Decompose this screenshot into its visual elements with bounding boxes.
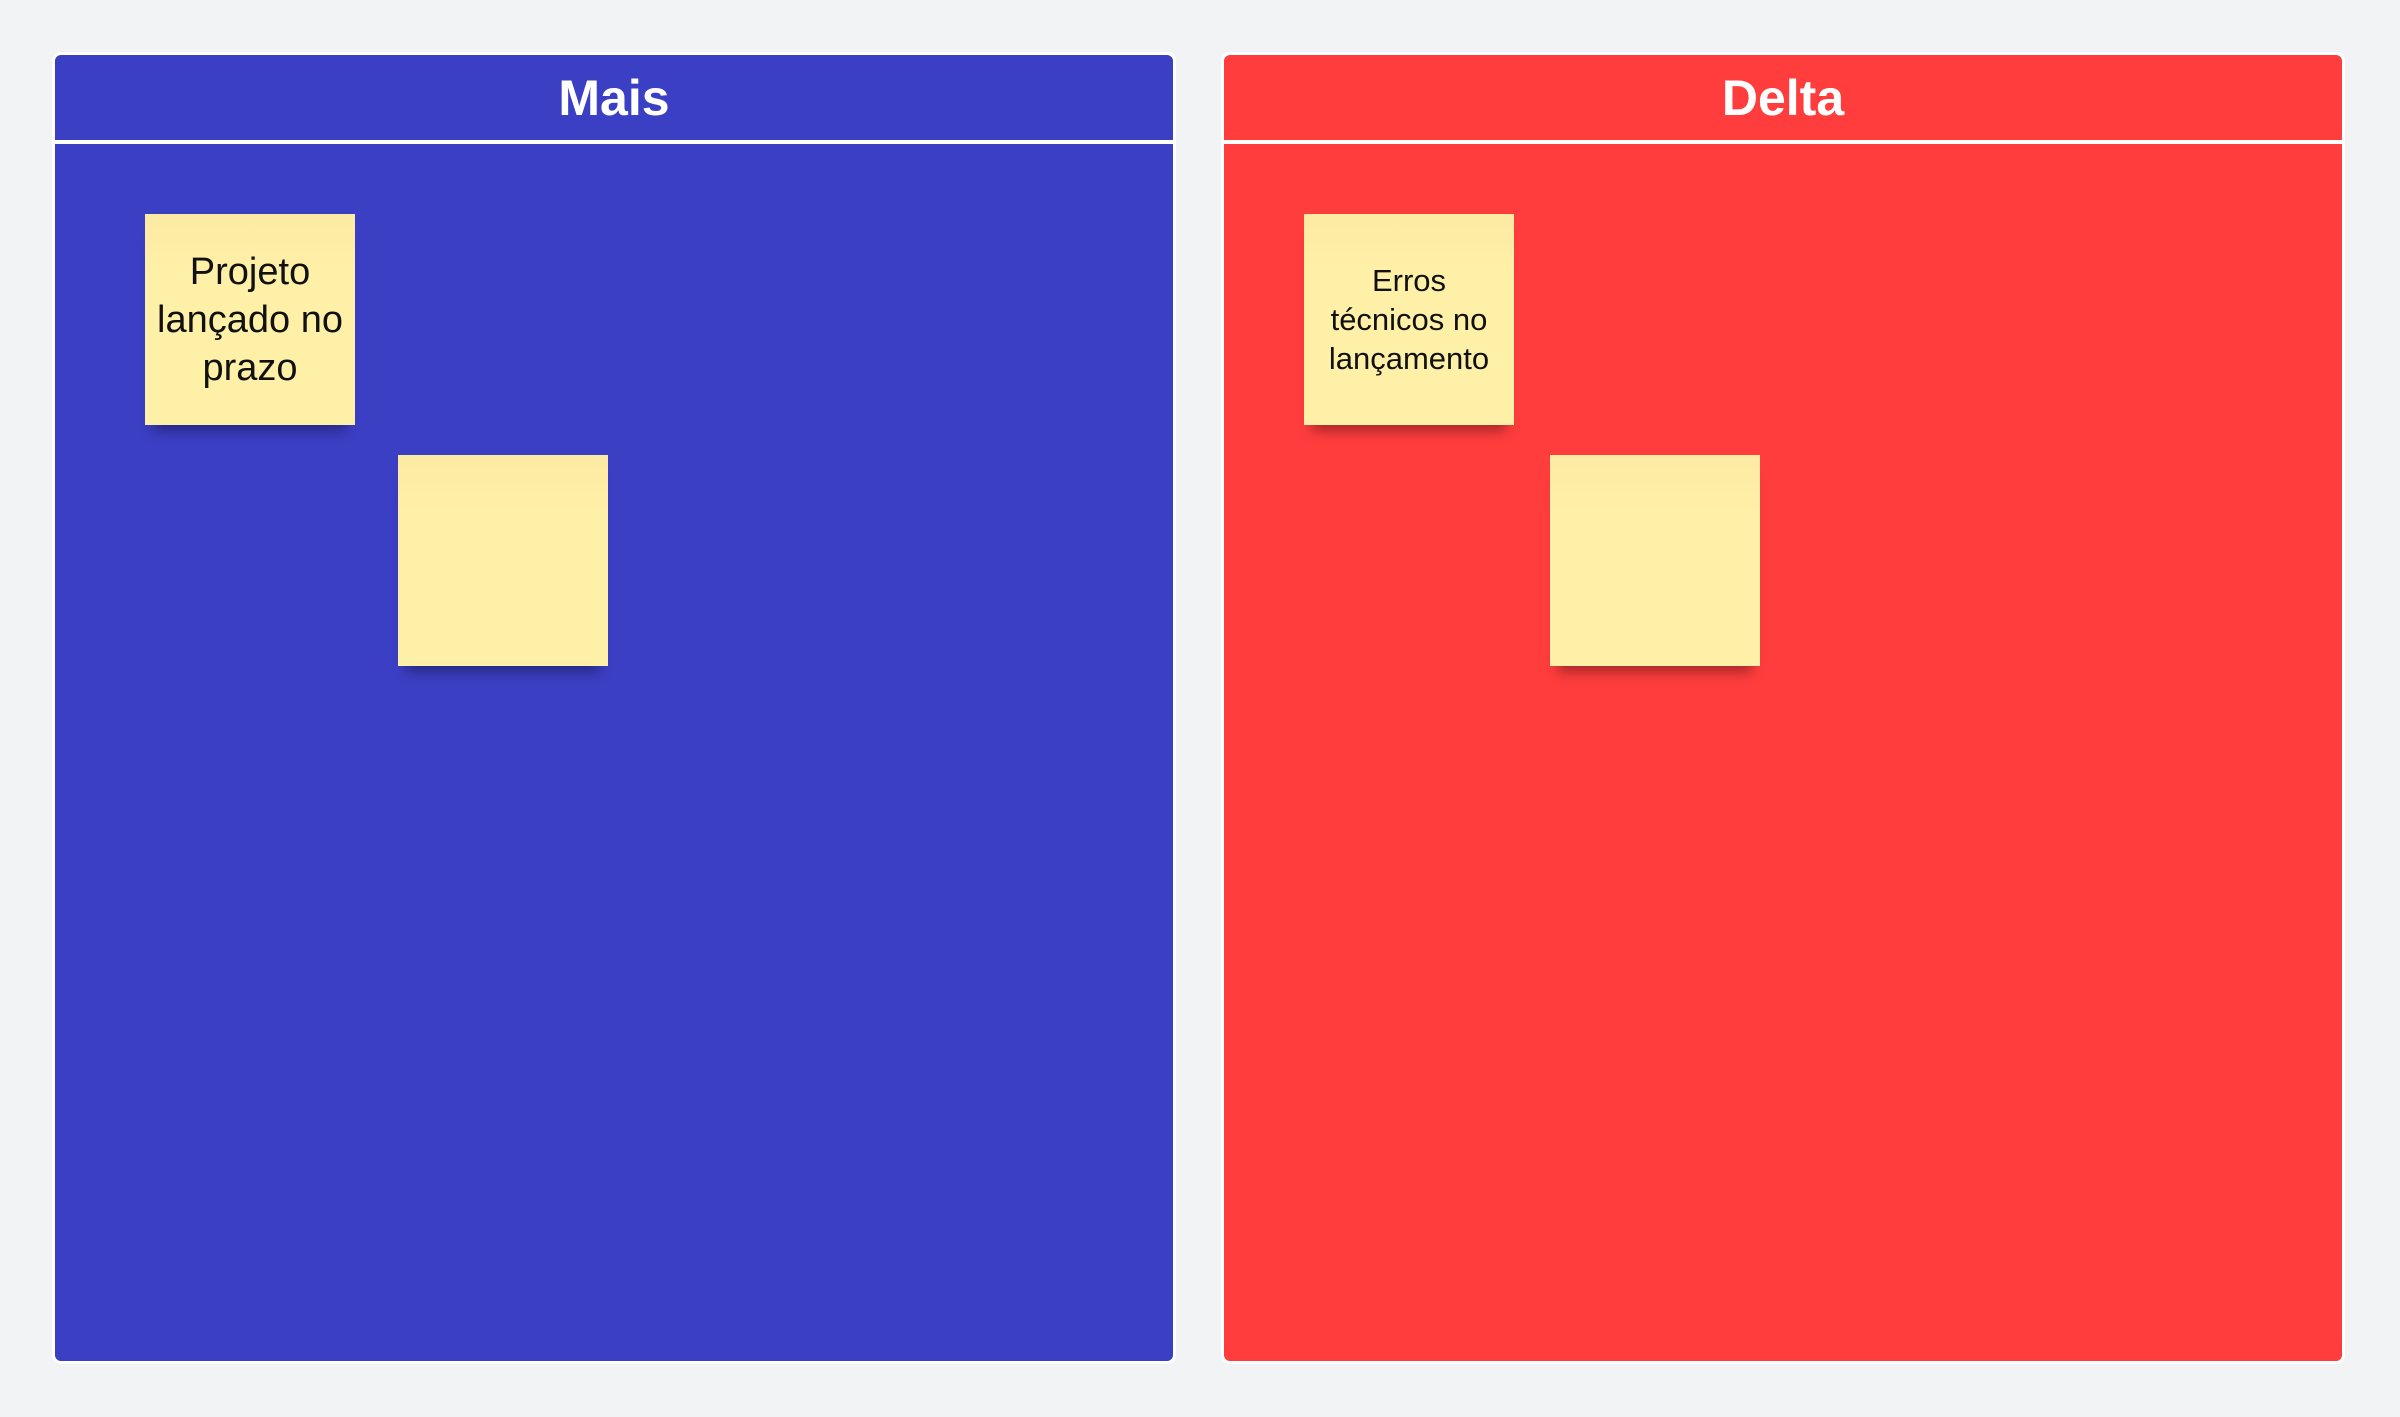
note-text: Erros técnicos no lançamento bbox=[1328, 263, 1490, 376]
note-text: Projeto lançado no prazo bbox=[157, 250, 343, 389]
panel-delta: Delta Erros técnicos no lançamento bbox=[1221, 52, 2345, 1364]
sticky-note[interactable]: Projeto lançado no prazo bbox=[145, 214, 355, 425]
panel-title: Mais bbox=[55, 55, 1173, 144]
panel-mais: Mais Projeto lançado no prazo bbox=[52, 52, 1176, 1364]
sticky-note-empty[interactable] bbox=[398, 455, 608, 666]
sticky-note-empty[interactable] bbox=[1550, 455, 1760, 666]
sticky-note[interactable]: Erros técnicos no lançamento bbox=[1304, 214, 1514, 425]
panel-title: Delta bbox=[1224, 55, 2342, 144]
